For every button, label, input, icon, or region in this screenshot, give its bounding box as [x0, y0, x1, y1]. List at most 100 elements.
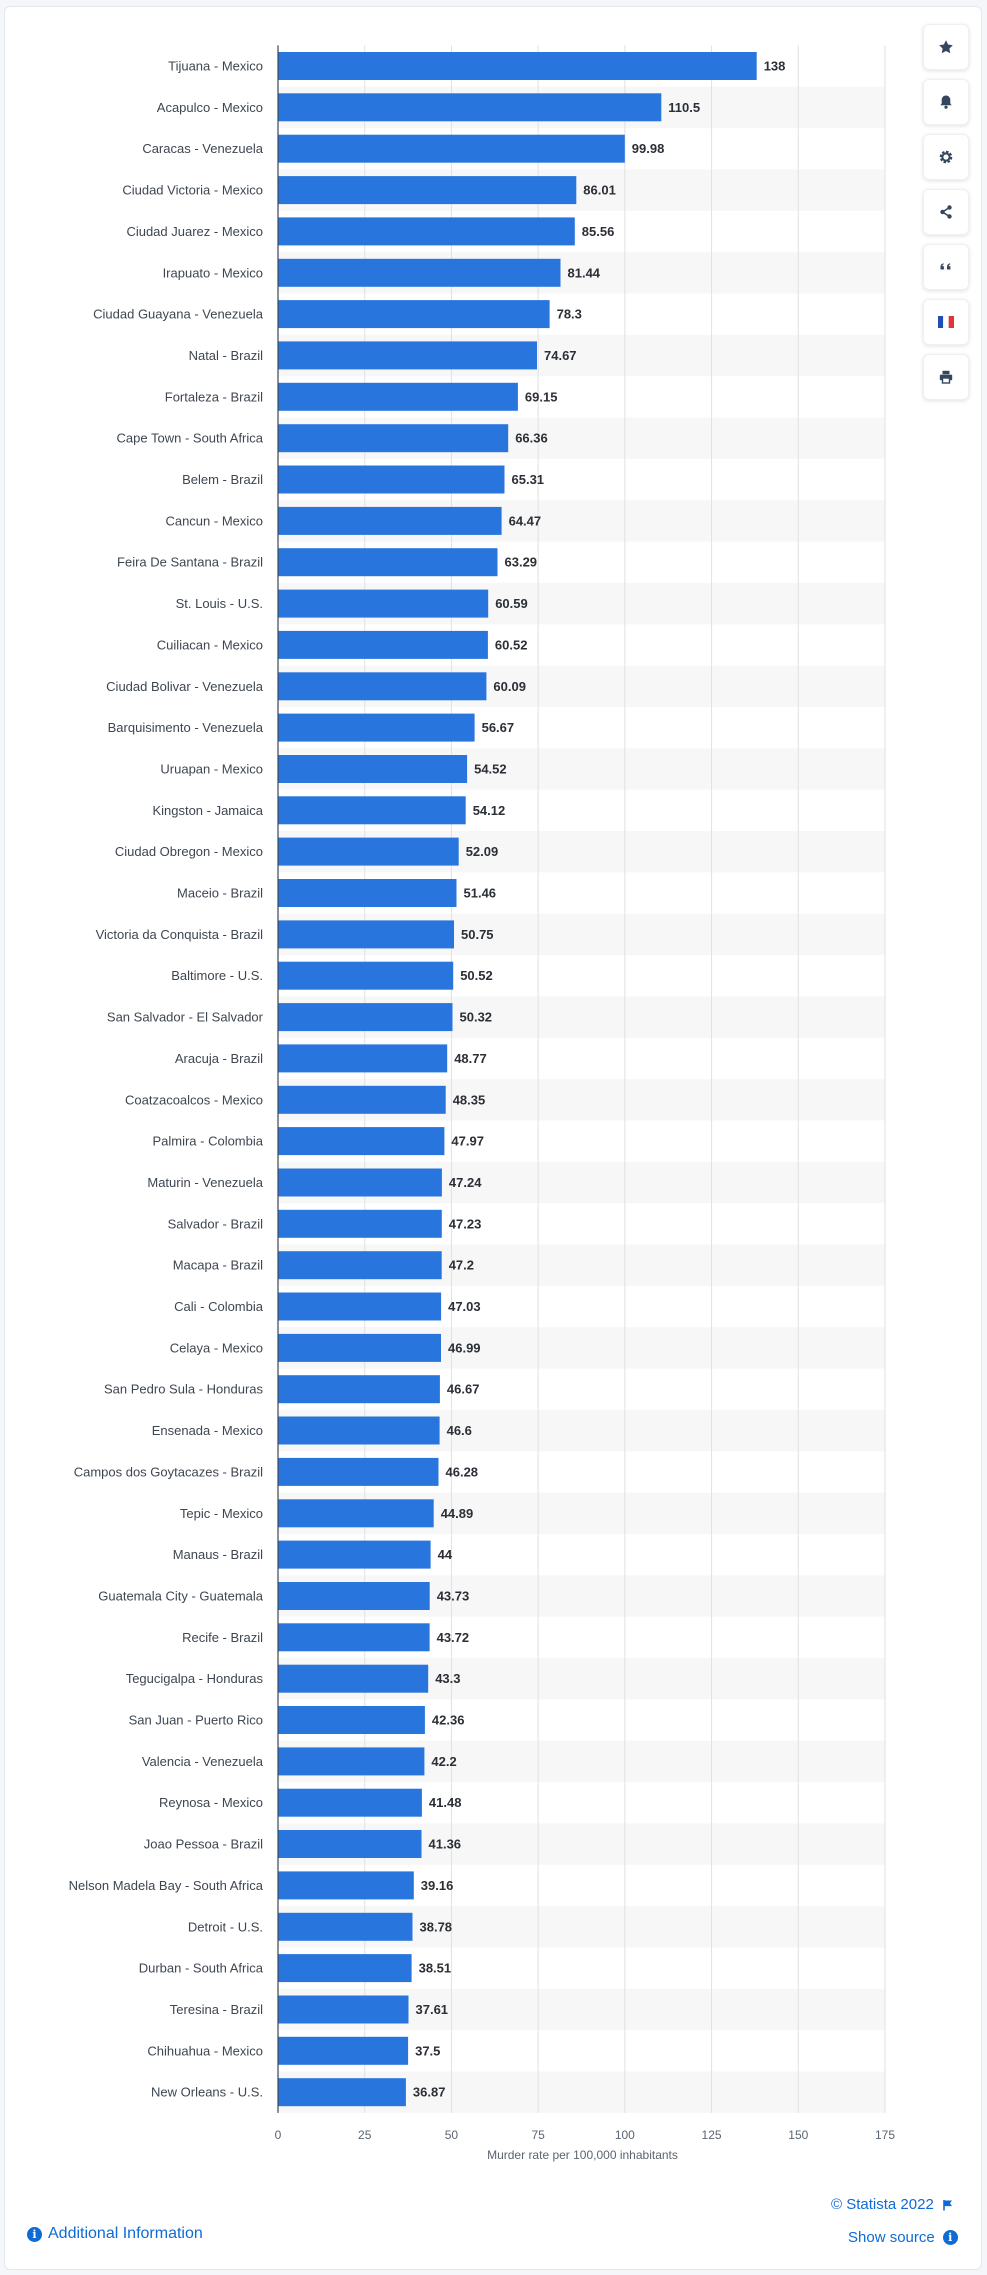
category-label: Tijuana - Mexico: [168, 59, 263, 74]
value-label: 44: [438, 1547, 453, 1562]
bar: [278, 1209, 442, 1238]
bar: [278, 1457, 439, 1486]
bar: [278, 1292, 442, 1321]
category-label: Victoria da Conquista - Brazil: [96, 927, 264, 942]
value-label: 37.5: [415, 2043, 440, 2058]
value-label: 46.28: [446, 1464, 479, 1479]
bar: [278, 1664, 429, 1693]
value-label: 50.32: [460, 1010, 493, 1025]
print-button[interactable]: [923, 354, 969, 400]
bar: [278, 796, 466, 825]
notification-button[interactable]: [923, 79, 969, 125]
value-label: 38.78: [420, 1919, 453, 1934]
category-label: Kingston - Jamaica: [152, 803, 263, 818]
bar: [278, 258, 561, 287]
category-label: Valencia - Venezuela: [142, 1754, 264, 1769]
bar: [278, 1830, 422, 1858]
value-label: 64.47: [509, 513, 542, 528]
star-icon: [939, 40, 953, 54]
bar: [278, 217, 575, 246]
category-label: Maturin - Venezuela: [147, 1175, 263, 1190]
category-label: Chihuahua - Mexico: [147, 2043, 263, 2058]
value-label: 60.52: [495, 637, 528, 652]
value-label: 78.3: [557, 307, 582, 322]
bar: [278, 1085, 446, 1114]
x-tick-label: 50: [445, 2128, 459, 2142]
category-label: Fortaleza - Brazil: [165, 389, 263, 404]
category-label: Guatemala City - Guatemala: [98, 1589, 264, 1604]
show-source-label: Show source: [848, 2229, 935, 2246]
category-label: Uruapan - Mexico: [160, 762, 263, 777]
language-button[interactable]: [923, 299, 969, 345]
cite-button[interactable]: [923, 244, 969, 290]
bell-icon: [940, 95, 952, 109]
category-label: Tegucigalpa - Honduras: [126, 1671, 264, 1686]
category-label: San Juan - Puerto Rico: [129, 1713, 263, 1728]
value-label: 47.97: [451, 1134, 484, 1149]
category-label: Ciudad Bolivar - Venezuela: [106, 679, 264, 694]
bar: [278, 176, 577, 205]
statista-copyright-link[interactable]: © Statista 2022: [831, 2196, 954, 2213]
settings-button[interactable]: [923, 134, 969, 180]
category-label: Cape Town - South Africa: [117, 431, 264, 446]
value-label: 52.09: [466, 844, 499, 859]
favorite-button[interactable]: [923, 24, 969, 70]
bar: [278, 506, 502, 535]
value-label: 42.36: [432, 1713, 465, 1728]
category-label: Acapulco - Mexico: [157, 100, 263, 115]
category-label: Baltimore - U.S.: [171, 968, 263, 983]
bar: [278, 1499, 434, 1528]
value-label: 60.09: [493, 679, 526, 694]
value-label: 47.03: [448, 1299, 481, 1314]
value-label: 47.24: [449, 1175, 482, 1190]
category-label: Teresina - Brazil: [170, 2002, 263, 2017]
chart-toolbar: [923, 24, 969, 409]
bar: [278, 1127, 445, 1156]
category-label: Belem - Brazil: [182, 472, 263, 487]
value-label: 51.46: [464, 886, 497, 901]
bar: [278, 1540, 431, 1569]
category-label: San Salvador - El Salvador: [107, 1010, 264, 1025]
value-label: 50.75: [461, 927, 494, 942]
value-label: 41.48: [429, 1795, 462, 1810]
value-label: 110.5: [668, 100, 700, 115]
value-label: 63.29: [505, 555, 538, 570]
category-label: San Pedro Sula - Honduras: [104, 1382, 263, 1397]
bar: [278, 837, 459, 866]
category-label: Ciudad Juarez - Mexico: [126, 224, 263, 239]
bar: [278, 424, 509, 453]
bar: [278, 465, 505, 494]
bar: [278, 1251, 442, 1280]
bar: [278, 1333, 441, 1362]
value-label: 138: [764, 59, 786, 74]
category-label: Manaus - Brazil: [173, 1547, 263, 1562]
value-label: 36.87: [413, 2085, 446, 2100]
category-label: Ensenada - Mexico: [152, 1423, 263, 1438]
category-label: Cali - Colombia: [174, 1299, 264, 1314]
value-label: 56.67: [482, 720, 515, 735]
category-label: St. Louis - U.S.: [176, 596, 263, 611]
category-label: Aracuja - Brazil: [175, 1051, 263, 1066]
bar: [278, 341, 537, 370]
value-label: 85.56: [582, 224, 615, 239]
bar: [278, 300, 550, 329]
bar: [278, 672, 487, 701]
category-label: Recife - Brazil: [182, 1630, 263, 1645]
x-axis-title: Murder rate per 100,000 inhabitants: [487, 2148, 678, 2162]
show-source-link[interactable]: Show source i: [848, 2229, 958, 2246]
value-label: 43.72: [437, 1630, 470, 1645]
value-label: 74.67: [544, 348, 577, 363]
bar: [278, 755, 468, 783]
additional-info-link[interactable]: i Additional Information: [27, 2225, 203, 2243]
bar: [278, 879, 457, 907]
category-label: Reynosa - Mexico: [159, 1795, 263, 1810]
print-icon: [939, 370, 953, 384]
gear-icon: [939, 150, 953, 164]
bar: [278, 1582, 430, 1610]
category-label: Caracas - Venezuela: [142, 141, 263, 156]
bar: [278, 548, 498, 577]
bar: [278, 1706, 425, 1734]
bar: [278, 93, 662, 122]
share-button[interactable]: [923, 189, 969, 235]
category-label: Cuiliacan - Mexico: [157, 637, 263, 652]
